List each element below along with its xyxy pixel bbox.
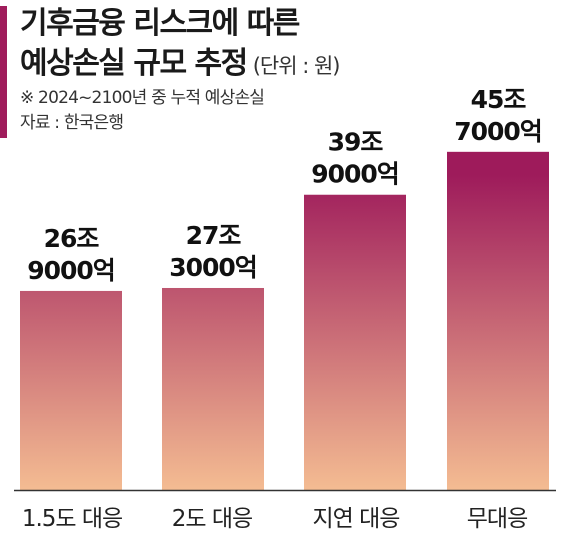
bar-value-label: 7000억 [454,117,542,146]
bar-value-label: 9000억 [311,160,399,189]
bar-value-label: 27조 [186,221,242,250]
bar-value-label: 45조 [471,85,527,114]
bar-value-label: 9000억 [27,256,115,285]
bar-value-label: 26조 [44,224,100,253]
bar-value-label: 39조 [328,128,384,157]
bar-value-label: 3000억 [169,253,257,282]
category-label: 무대응 [467,506,527,532]
chart-note: ※ 2024~2100년 중 누적 예상손실 [20,88,265,108]
chart-title-line2: 예상손실 규모 추정 (단위 : 원) [20,44,560,86]
bar [20,290,122,490]
bar [162,287,264,490]
chart-title-line1: 기후금융 리스크에 따른 [20,6,300,41]
chart-header: 기후금융 리스크에 따른 예상손실 규모 추정 (단위 : 원) ※ 2024~2… [20,4,560,136]
category-label: 1.5도 대응 [22,506,122,532]
unit-label: (단위 : 원) [252,54,341,78]
category-label: 지연 대응 [313,506,400,532]
chart-title-text: 예상손실 규모 추정 [20,46,248,81]
accent-bar [0,6,7,138]
source-label: 자료 : 한국은행 [20,113,124,133]
bar [447,151,549,490]
bar [304,194,406,491]
category-label: 2도 대응 [172,506,252,532]
